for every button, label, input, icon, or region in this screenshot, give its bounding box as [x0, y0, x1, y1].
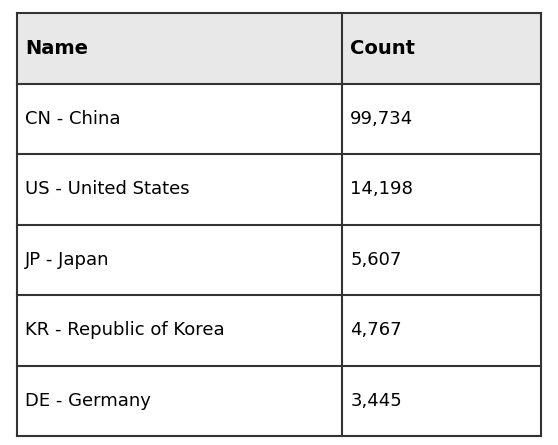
Text: 99,734: 99,734	[350, 110, 413, 128]
Text: DE - Germany: DE - Germany	[25, 392, 151, 410]
Text: US - United States: US - United States	[25, 181, 190, 198]
Text: CN - China: CN - China	[25, 110, 121, 128]
Bar	[17, 13, 541, 84]
Text: 5,607: 5,607	[350, 251, 402, 269]
Text: KR - Republic of Korea: KR - Republic of Korea	[25, 321, 225, 340]
Text: JP - Japan: JP - Japan	[25, 251, 109, 269]
Text: 4,767: 4,767	[350, 321, 402, 340]
Text: Name: Name	[25, 39, 88, 58]
Text: Count: Count	[350, 39, 415, 58]
Text: 14,198: 14,198	[350, 181, 413, 198]
Text: 3,445: 3,445	[350, 392, 402, 410]
